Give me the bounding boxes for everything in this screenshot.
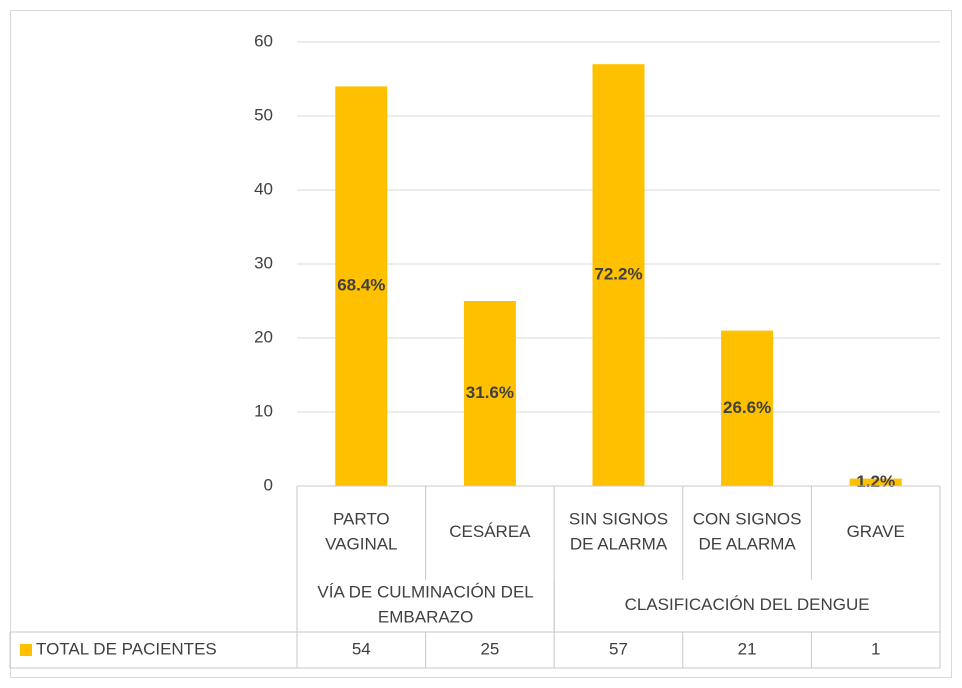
- y-tick-label: 40: [254, 179, 273, 198]
- x-tick-label: SIN SIGNOS DE ALARMA: [569, 510, 668, 554]
- x-tick-label: PARTO VAGINAL: [325, 510, 397, 554]
- y-tick-label: 20: [254, 327, 273, 346]
- table-value: 25: [480, 639, 499, 658]
- data-label: 31.6%: [466, 383, 514, 402]
- bar: [463, 301, 516, 486]
- bar: [592, 64, 645, 486]
- table-value: 54: [352, 639, 371, 658]
- x-tick-label: CON SIGNOS DE ALARMA: [693, 510, 802, 554]
- group-label: CLASIFICACIÓN DEL DENGUE: [625, 595, 870, 614]
- data-label: 72.2%: [594, 265, 642, 284]
- table-value: 1: [871, 639, 880, 658]
- table-value: 21: [738, 639, 757, 658]
- y-tick-label: 10: [254, 401, 273, 420]
- x-tick-label: CESÁREA: [449, 522, 531, 541]
- y-tick-label: 30: [254, 253, 273, 272]
- bar: [335, 86, 388, 487]
- bar: [849, 478, 902, 486]
- y-tick-label: 50: [254, 105, 273, 124]
- y-tick-label: 60: [254, 31, 273, 50]
- y-tick-label: 0: [264, 475, 273, 494]
- group-label: VÍA DE CULMINACIÓN DEL EMBARAZO: [317, 583, 533, 627]
- data-label: 68.4%: [337, 276, 385, 295]
- data-label: 26.6%: [723, 398, 771, 417]
- bar: [721, 330, 774, 486]
- x-tick-label: GRAVE: [847, 522, 905, 541]
- data-label: 1.2%: [856, 472, 895, 491]
- legend-swatch: [20, 644, 32, 656]
- legend-label: TOTAL DE PACIENTES: [36, 639, 217, 658]
- table-value: 57: [609, 639, 628, 658]
